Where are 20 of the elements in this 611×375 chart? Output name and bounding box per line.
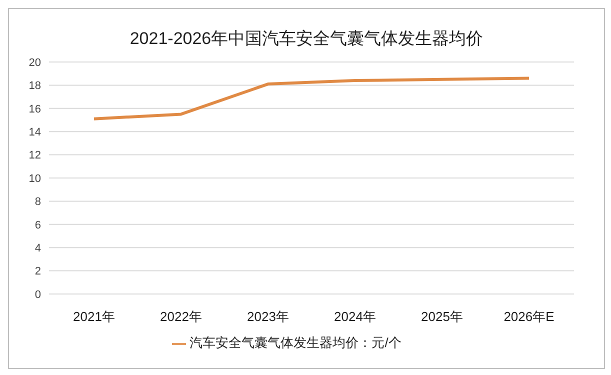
x-tick-label: 2021年 xyxy=(73,309,115,324)
x-tick-label: 2023年 xyxy=(247,309,289,324)
x-tick-label: 2022年 xyxy=(160,309,202,324)
y-tick-label: 10 xyxy=(28,172,41,185)
line-series xyxy=(92,76,530,120)
y-tick-label: 18 xyxy=(28,80,41,92)
y-tick-label: 16 xyxy=(28,103,41,116)
y-tick-label: 4 xyxy=(34,242,41,255)
x-tick-label: 2024年 xyxy=(334,309,376,324)
legend-label: 汽车安全气囊气体发生器均价：元/个 xyxy=(190,335,402,350)
y-tick-label: 14 xyxy=(28,126,41,139)
y-tick-label: 12 xyxy=(28,150,41,162)
y-tick-label: 8 xyxy=(34,196,41,208)
x-tick-label: 2025年 xyxy=(421,309,463,324)
y-tick-label: 2 xyxy=(34,266,41,278)
chart-title: 2021-2026年中国汽车安全气囊气体发生器均价 xyxy=(128,28,484,50)
y-tick-label: 0 xyxy=(34,288,41,301)
x-tick-label: 2026年E xyxy=(504,309,555,324)
y-tick-label: 20 xyxy=(28,56,41,69)
y-tick-label: 6 xyxy=(34,219,41,232)
